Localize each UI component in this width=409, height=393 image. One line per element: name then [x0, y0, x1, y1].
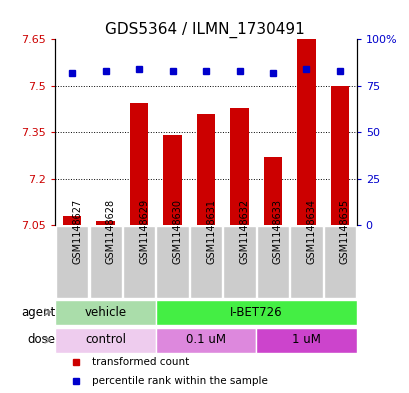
Text: GSM1148635: GSM1148635	[339, 199, 349, 264]
Text: GSM1148629: GSM1148629	[139, 199, 149, 264]
Bar	[63, 216, 81, 226]
FancyBboxPatch shape	[156, 226, 188, 298]
FancyBboxPatch shape	[223, 226, 255, 298]
Text: 0.1 uM: 0.1 uM	[186, 334, 225, 347]
Text: GSM1148630: GSM1148630	[172, 199, 182, 264]
FancyBboxPatch shape	[123, 226, 155, 298]
Text: GDS5364 / ILMN_1730491: GDS5364 / ILMN_1730491	[105, 22, 304, 38]
Text: I-BET726: I-BET726	[229, 305, 282, 319]
FancyBboxPatch shape	[56, 226, 88, 298]
Bar	[96, 221, 115, 226]
FancyBboxPatch shape	[256, 328, 356, 353]
Text: 1 uM: 1 uM	[291, 334, 320, 347]
Bar	[230, 108, 248, 226]
Text: control: control	[85, 334, 126, 347]
Text: GSM1148627: GSM1148627	[72, 199, 82, 264]
FancyBboxPatch shape	[155, 328, 256, 353]
FancyBboxPatch shape	[89, 226, 121, 298]
FancyBboxPatch shape	[189, 226, 222, 298]
FancyBboxPatch shape	[55, 300, 155, 325]
Text: GSM1148632: GSM1148632	[239, 199, 249, 264]
Text: GSM1148631: GSM1148631	[205, 199, 216, 264]
Text: transformed count: transformed count	[91, 357, 188, 367]
Bar	[297, 38, 315, 226]
Text: GSM1148634: GSM1148634	[306, 199, 316, 264]
Bar	[263, 157, 281, 226]
Text: agent: agent	[21, 305, 56, 319]
Text: percentile rank within the sample: percentile rank within the sample	[91, 376, 267, 386]
Bar	[163, 136, 181, 226]
FancyBboxPatch shape	[155, 300, 356, 325]
Bar	[196, 114, 215, 226]
Text: dose: dose	[28, 334, 56, 347]
Text: GSM1148633: GSM1148633	[272, 199, 282, 264]
Text: GSM1148628: GSM1148628	[106, 199, 115, 264]
Bar	[330, 86, 348, 226]
FancyBboxPatch shape	[323, 226, 355, 298]
Bar	[130, 103, 148, 226]
Text: vehicle: vehicle	[84, 305, 126, 319]
FancyBboxPatch shape	[290, 226, 322, 298]
FancyBboxPatch shape	[256, 226, 288, 298]
FancyBboxPatch shape	[55, 328, 155, 353]
